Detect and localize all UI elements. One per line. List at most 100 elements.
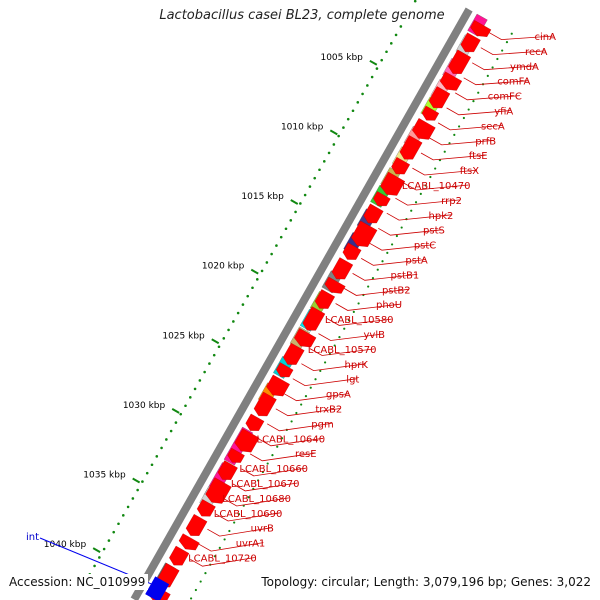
label-leader <box>326 318 392 326</box>
outer-track-dot <box>385 50 388 54</box>
gene-label: yvlB <box>364 330 386 341</box>
outer-track-dot <box>222 337 226 340</box>
gene-label: pstS <box>423 226 445 237</box>
kbp-tick <box>92 547 101 553</box>
inner-track-dot <box>376 268 379 271</box>
gene-label: ftsE <box>469 151 488 162</box>
label-leader <box>463 77 529 86</box>
inner-track-dot <box>414 201 418 204</box>
gene-label: pgm <box>311 419 333 430</box>
kbp-tick <box>132 477 141 484</box>
label-leader <box>455 92 520 101</box>
inner-track-dot <box>338 336 341 339</box>
inner-track-dot <box>347 319 351 322</box>
kbp-tick-label: 1015 kbp <box>241 192 284 202</box>
inner-track-dot <box>491 66 494 69</box>
kbp-tick-label: 1020 kbp <box>202 262 245 272</box>
gene-arrow <box>448 49 472 74</box>
gene-label: uvrB <box>251 524 274 535</box>
label-leader <box>429 137 495 146</box>
gene-label: LCABL_10670 <box>231 479 300 490</box>
outer-track-dot <box>332 143 336 146</box>
outer-track-dot <box>251 286 254 290</box>
gene-label: lgt <box>346 375 359 386</box>
outer-track-dot <box>346 117 350 121</box>
gene-arrow <box>421 105 440 121</box>
inner-track-dot <box>477 91 480 94</box>
inner-track-dot <box>400 226 403 229</box>
inner-track-dot <box>271 454 274 457</box>
outer-track-dot <box>236 311 240 315</box>
gene-arrow <box>351 220 378 247</box>
gene-label: hprK <box>345 360 369 371</box>
outer-track-dot <box>413 0 417 3</box>
outer-track-dot <box>279 235 283 239</box>
gene-arrow <box>294 328 317 348</box>
outer-track-dot <box>150 463 154 467</box>
label-leader <box>378 227 443 236</box>
label-leader <box>292 378 358 387</box>
gene-label: ymdA <box>510 62 539 73</box>
inner-track-dot <box>266 462 269 465</box>
backbone-band <box>130 7 473 600</box>
gene-arrow <box>331 257 354 280</box>
outer-track-dot <box>141 480 144 483</box>
outer-track-dot <box>270 252 273 256</box>
outer-track-dot <box>337 134 340 138</box>
outer-track-dot <box>303 193 307 197</box>
inner-track-dot <box>410 209 413 212</box>
label-leader <box>267 423 332 432</box>
outer-track-dot <box>145 471 149 475</box>
kbp-tick-label: 1005 kbp <box>320 53 363 63</box>
inner-track-dot <box>386 251 389 254</box>
label-leader <box>472 62 537 71</box>
outer-track-dot <box>136 488 139 492</box>
outer-track-dot <box>121 514 125 517</box>
map-title: Lactobacillus casei BL23, complete genom… <box>150 8 454 23</box>
outer-track-dot <box>93 564 96 568</box>
label-leader <box>489 32 555 41</box>
genome-backbone <box>130 7 473 600</box>
label-leader <box>249 452 315 462</box>
outer-track-dot <box>126 505 130 509</box>
gene-arrow <box>342 242 362 260</box>
inner-track-dot <box>395 234 398 238</box>
label-leader <box>386 212 452 221</box>
label-leader <box>284 393 349 402</box>
inner-track-dot <box>189 597 193 600</box>
kbp-tick <box>290 199 299 205</box>
gene-label: LCABL_10680 <box>222 494 291 505</box>
label-leader <box>232 482 298 492</box>
gene-labels: cinA recA ymdA comFA comFC yfiA secA prfB ftsE ft… <box>188 32 556 565</box>
outer-track-dot <box>131 497 135 500</box>
label-leader <box>420 152 486 161</box>
outer-track-dot <box>179 412 183 416</box>
inner-track-dot <box>300 403 303 406</box>
inner-track-dot <box>223 538 226 541</box>
gene-label: yfiA <box>494 107 513 118</box>
outer-track-dot <box>275 244 278 247</box>
inner-track-dot <box>467 108 470 111</box>
gene-label: LCABL_10720 <box>188 554 257 565</box>
outer-track-dot <box>366 84 369 87</box>
label-leader <box>301 363 366 372</box>
label-leader <box>395 197 460 206</box>
inner-track-dot <box>367 285 370 288</box>
inner-track-dot <box>199 580 202 583</box>
outer-track-dot <box>299 202 302 205</box>
outer-track-dot <box>255 278 259 281</box>
gene-label: comFC <box>488 92 522 103</box>
gene-arrow <box>314 289 336 309</box>
inner-track-dot <box>290 420 293 423</box>
label-leader <box>412 167 478 176</box>
outer-track-dot <box>107 539 111 542</box>
gene-label: phoU <box>376 300 402 311</box>
gene-arrow <box>253 391 277 417</box>
gene-arrow <box>205 477 232 504</box>
label-leader <box>343 288 409 296</box>
inner-track-dot <box>276 445 279 448</box>
label-leader <box>215 512 281 522</box>
gene-label: pstC <box>414 241 436 252</box>
